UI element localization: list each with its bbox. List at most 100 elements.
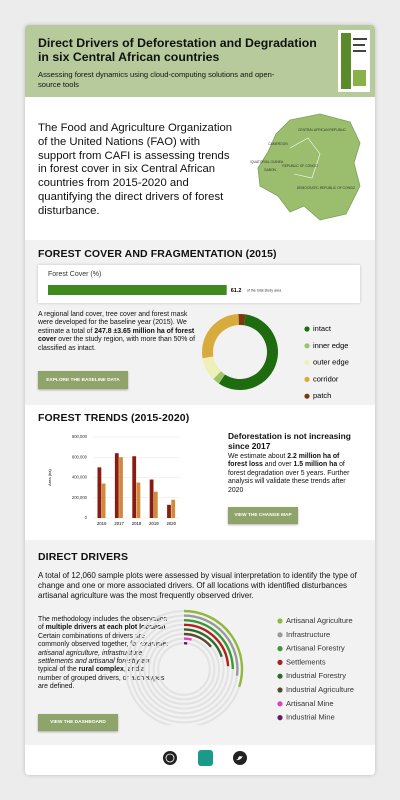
radial-bar xyxy=(183,632,212,648)
radial-bar xyxy=(183,628,223,658)
title: Direct Drivers of Deforestation and Degr… xyxy=(38,36,317,64)
logo-block xyxy=(353,70,366,86)
twitter-glyph xyxy=(236,756,243,761)
legend-label: Industrial Forestry xyxy=(286,671,346,680)
y-tick-label: 800,000 xyxy=(72,434,88,439)
legend-label: corridor xyxy=(313,374,339,383)
logo-tree xyxy=(341,33,351,89)
legend-label: Industrial Agriculture xyxy=(286,685,354,694)
x-tick-label: 2016 xyxy=(97,521,107,526)
forest-cover-text: A regional land cover, tree cover and fo… xyxy=(38,311,200,353)
header xyxy=(25,25,375,97)
radial-track xyxy=(157,642,211,696)
x-tick-label: 2018 xyxy=(132,521,142,526)
logo-line xyxy=(353,38,367,40)
section-heading: FOREST TRENDS (2015-2020) xyxy=(38,412,190,424)
legend-label: intact xyxy=(313,324,332,333)
trend-text: We estimate about 2.2 million ha of fore… xyxy=(228,453,356,495)
method-text: The methodology includes the observation… xyxy=(38,616,170,692)
legend-label: Industrial Mine xyxy=(286,713,335,722)
legend-label: patch xyxy=(313,391,331,400)
x-tick-label: 2019 xyxy=(149,521,159,526)
forest-cover-chart: Forest Cover (%) 61.2 of the total study a… xyxy=(48,271,282,295)
legend-swatch xyxy=(277,673,283,679)
radial-bar xyxy=(183,637,192,641)
text-segment: are typical of the xyxy=(38,658,152,674)
y-tick-label: 0 xyxy=(85,515,88,520)
legend-label: outer edge xyxy=(313,358,349,367)
text-segment: rural complex xyxy=(78,666,124,674)
donut-slice xyxy=(218,314,278,390)
text-segment: 1.5 million ha xyxy=(293,461,338,469)
text-segment: 2.2 million ha of forest loss xyxy=(228,453,340,469)
x-tick-label: 2020 xyxy=(167,521,177,526)
chart-title: Forest Cover (%) xyxy=(48,271,101,278)
section-heading: FOREST COVER AND FRAGMENTATION (2015) xyxy=(38,248,277,260)
section-heading: DIRECT DRIVERS xyxy=(38,551,129,563)
legend-swatch xyxy=(277,618,283,624)
bar xyxy=(136,482,141,518)
bar xyxy=(114,453,119,518)
button[interactable]: VIEW THE DASHBOARD xyxy=(38,714,118,731)
map-label: REPUBLIC OF CONGO xyxy=(282,164,318,168)
radial-bar xyxy=(183,623,230,667)
legend-label: Settlements xyxy=(286,657,326,666)
donut-slice xyxy=(213,371,225,384)
footer-icons xyxy=(163,750,247,766)
bar xyxy=(48,285,227,295)
y-tick-label: 400,000 xyxy=(72,475,88,480)
donut-slice xyxy=(238,314,246,326)
legend-label: Artisanal Mine xyxy=(286,699,334,708)
legend-swatch xyxy=(277,701,283,707)
logo-line xyxy=(353,50,366,52)
bar-panel xyxy=(38,265,360,303)
legend-swatch xyxy=(304,376,310,382)
radial-track xyxy=(152,637,216,701)
map-label: GABON xyxy=(264,168,277,172)
y-tick-label: 600,000 xyxy=(72,454,88,459)
map: CENTRAL AFRICAN REPUBLIC CAMEROON EQUATORI… xyxy=(250,113,361,221)
map-label: CAMEROON xyxy=(268,142,288,146)
donut-slice xyxy=(202,356,222,380)
value-label: 61.2 xyxy=(231,288,242,294)
logo-icon[interactable] xyxy=(198,750,213,766)
logo-line xyxy=(353,44,365,46)
text-segment: of forest degradation over 5 years. Furt… xyxy=(228,461,350,494)
bar xyxy=(149,479,154,518)
map-border xyxy=(289,137,321,179)
legend-label: inner edge xyxy=(313,341,348,350)
trend-lead: Deforestation is not increasing since 20… xyxy=(228,431,351,451)
legend-swatch xyxy=(277,715,283,721)
bar xyxy=(171,499,176,518)
bar xyxy=(119,457,123,518)
text-segment: A regional land cover, tree cover and fo… xyxy=(38,311,188,335)
y-axis-label: Area (ha) xyxy=(47,469,52,486)
donut-chart: intact inner edge outer edge corridor patch xyxy=(202,314,349,400)
text-segment: We estimate about xyxy=(228,453,288,460)
radial-bar xyxy=(183,614,239,676)
legend-swatch xyxy=(277,632,283,638)
text-segment: and over xyxy=(262,461,294,469)
radial-bar xyxy=(183,619,234,670)
bar xyxy=(97,467,102,518)
button[interactable]: VIEW THE CHANGE MAP xyxy=(228,507,298,524)
bar-note: of the total study area xyxy=(247,288,282,292)
legend-swatch xyxy=(304,343,310,349)
legend-swatch xyxy=(277,646,283,652)
legend-label: Artisanal Forestry xyxy=(286,644,345,653)
web-icon-glyph xyxy=(165,753,175,763)
trend-chart: 0 200,000 400,000 600,000 800,000 Area (ha) 20… xyxy=(47,434,180,526)
map-label: EQUATORIAL GUINEA xyxy=(250,160,284,164)
legend-label: Infrastructure xyxy=(286,630,330,639)
legend-swatch xyxy=(277,687,283,693)
text-segment: over the study region, with more than 50… xyxy=(38,336,196,352)
radial-chart: Artisanal Agriculture Infrastructure Artis… xyxy=(125,609,354,725)
web-icon[interactable] xyxy=(163,751,177,765)
subtitle: Assessing forest dynamics using cloud-co… xyxy=(38,70,275,89)
radial-bar xyxy=(183,609,244,688)
legend-swatch xyxy=(304,393,310,399)
bar xyxy=(132,456,137,518)
bar xyxy=(167,504,171,518)
button[interactable]: EXPLORE THE BASELINE DATA xyxy=(38,371,128,389)
